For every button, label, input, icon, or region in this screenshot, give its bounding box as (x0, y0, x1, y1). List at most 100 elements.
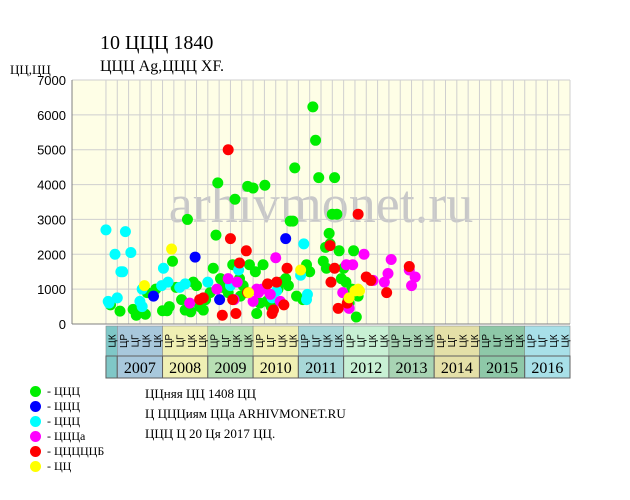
data-point (324, 240, 336, 252)
info-block: ЦЦняя ЦЦ 1408 ЦЦ Ц ЦЦЦиям ЦЦа ARHIVMONET… (145, 384, 346, 444)
y-tick-label: 4000 (37, 178, 66, 193)
legend-item: - ЦЦЦа (30, 429, 104, 444)
data-point (287, 215, 299, 227)
data-point (243, 287, 255, 299)
data-point (191, 280, 202, 292)
legend-marker (30, 461, 41, 472)
data-point (267, 304, 279, 316)
legend-item: - ЦЦЦ (30, 399, 104, 414)
data-point (212, 177, 224, 189)
y-tick-label: 5000 (37, 143, 66, 158)
data-point (331, 208, 343, 220)
legend-item: - ЦЦЦ (30, 384, 104, 399)
data-point (227, 294, 239, 306)
data-point (378, 276, 390, 288)
quarter-label: ЦР (345, 334, 356, 348)
data-point (222, 273, 234, 285)
info-line: ЦЦняя ЦЦ 1408 ЦЦ (145, 386, 256, 401)
quarter-label: ЦК (334, 334, 345, 347)
data-point (247, 295, 259, 307)
legend-label: - ЦЦЦ (47, 384, 80, 398)
data-point (162, 276, 174, 288)
quarter-label: ЦК (198, 334, 209, 347)
quarter-label: ЦР (436, 334, 447, 348)
year-band (105, 355, 118, 379)
quarter-label: ЦК (277, 334, 288, 347)
data-point (281, 262, 293, 274)
legend-item: - ЦЦЦЦЦБ (30, 444, 104, 459)
year-label: 2008 (169, 360, 201, 377)
quarter-band (479, 325, 525, 357)
page-subtitle: ЦЦЦ Ag,ЦЦЦ XF. (100, 58, 225, 75)
data-point (210, 229, 222, 241)
quarter-label: ЦГ (402, 334, 413, 347)
legend: - ЦЦЦ - ЦЦЦ - ЦЦЦ - ЦЦЦа - ЦЦЦЦЦБ - ЦЦ (30, 384, 104, 474)
data-point (307, 101, 319, 113)
quarter-band (433, 325, 480, 357)
data-point (185, 306, 197, 318)
quarter-band (343, 325, 390, 357)
y-tick-label: 6000 (37, 108, 66, 123)
data-point (230, 308, 242, 320)
data-point (114, 305, 126, 317)
data-point (197, 304, 209, 316)
data-point (100, 224, 112, 236)
y-tick-label: 1000 (37, 282, 66, 297)
data-point (163, 301, 175, 313)
data-point (262, 278, 274, 290)
data-point (179, 278, 191, 290)
y-tick-label: 7000 (37, 73, 66, 88)
data-point (298, 238, 310, 250)
data-point (125, 247, 137, 259)
quarter-label: ЦК (108, 334, 119, 347)
quarter-label: ЦК (323, 334, 334, 347)
quarter-label: ЦК (142, 334, 153, 347)
legend-marker (30, 431, 41, 442)
legend-marker (30, 446, 41, 457)
quarter-label: ЦР (119, 334, 130, 348)
data-point (313, 172, 325, 184)
data-point (147, 290, 159, 302)
data-point (214, 294, 226, 306)
data-point (264, 288, 276, 300)
quarter-label: ЦР (391, 334, 402, 348)
quarter-label: ЦГ (357, 334, 368, 347)
quarter-label: ЦК (289, 334, 300, 347)
data-point (257, 259, 269, 271)
quarter-label: ЦГ (130, 334, 141, 347)
quarter-label: ЦК (413, 334, 424, 347)
data-point (138, 280, 150, 292)
data-point (278, 299, 290, 311)
quarter-label: ЦР (526, 334, 537, 348)
data-point (259, 179, 271, 191)
quarter-label: ЦГ (176, 334, 187, 347)
quarter-label: ЦР (481, 334, 492, 348)
data-point (282, 280, 294, 292)
data-point (403, 260, 415, 272)
data-point (229, 193, 241, 205)
year-label: 2013 (396, 360, 428, 377)
data-point (109, 248, 121, 260)
quarter-label: ЦГ (447, 334, 458, 347)
data-point (249, 266, 261, 278)
quarter-label: ЦК (243, 334, 254, 347)
data-point (189, 251, 201, 263)
data-point (310, 134, 322, 146)
y-axis-unit: ЦЦ,ЦЦ (10, 62, 51, 77)
data-point (385, 254, 397, 266)
data-point (304, 266, 316, 278)
quarter-label: ЦК (560, 334, 571, 347)
data-point (365, 274, 377, 286)
data-point (320, 262, 332, 274)
quarter-label: ЦГ (538, 334, 549, 347)
data-point (111, 292, 123, 304)
data-point (271, 276, 283, 288)
quarter-label: ЦК (515, 334, 526, 347)
data-point (181, 213, 193, 225)
legend-marker (30, 386, 41, 397)
quarter-label: ЦК (187, 334, 198, 347)
data-point (329, 262, 341, 274)
legend-marker (30, 416, 41, 427)
quarter-band (388, 325, 435, 357)
year-label: 2012 (350, 360, 382, 377)
